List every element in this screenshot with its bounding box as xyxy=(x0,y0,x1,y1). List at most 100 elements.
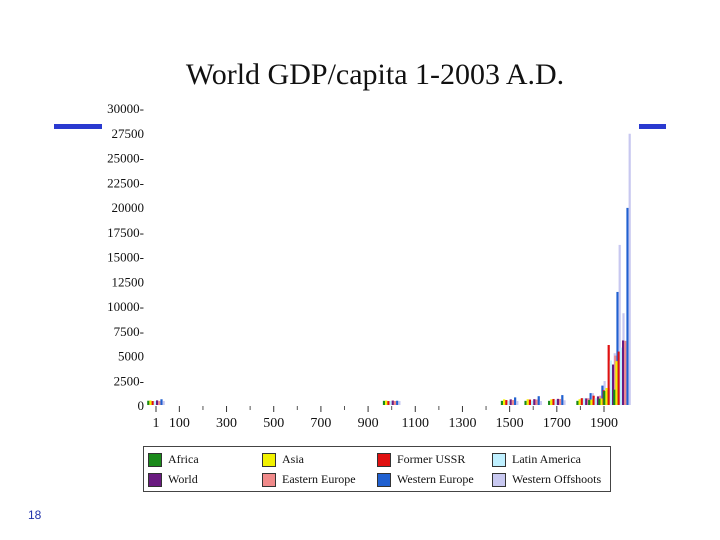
bar-world-1700 xyxy=(556,398,560,405)
bar-africa-1870 xyxy=(588,400,591,405)
legend-swatch-western-europe xyxy=(377,472,391,487)
bar-western-europe-1000 xyxy=(396,400,399,405)
bar-africa-1820 xyxy=(576,400,579,405)
decorative-bar-left xyxy=(54,124,102,129)
legend-item-africa: Africa xyxy=(148,452,199,467)
legend-label-western-offshoots: Western Offshoots xyxy=(512,472,602,486)
x-tick-label: 1900 xyxy=(590,416,618,431)
x-tick-label: 1700 xyxy=(543,416,571,431)
legend-item-asia: Asia xyxy=(262,452,304,467)
legend-swatch-africa xyxy=(148,452,162,467)
legend-item-western-europe: Western Europe xyxy=(377,472,474,487)
bar-western-europe-1500 xyxy=(514,397,517,405)
bar-former-ussr-1 xyxy=(151,401,154,405)
bar-asia-1500 xyxy=(503,399,506,405)
bar-eastern-europe-1973 xyxy=(614,355,617,405)
bar-africa-2003 xyxy=(613,389,616,405)
legend-swatch-latin-america xyxy=(492,452,506,467)
bar-latin-america-1000 xyxy=(389,401,392,405)
bar-world-1500 xyxy=(509,399,512,405)
x-tick-label: 500 xyxy=(263,416,284,431)
bar-former-ussr-1973 xyxy=(607,345,610,405)
legend-swatch-eastern-europe xyxy=(262,472,276,487)
bar-world-1 xyxy=(156,400,159,405)
bar-former-ussr-1820 xyxy=(580,398,583,405)
x-tick-label: 900 xyxy=(358,416,379,431)
decorative-bar-right xyxy=(639,124,666,129)
x-tick-label: 700 xyxy=(310,416,331,431)
bar-latin-america-1973 xyxy=(609,360,612,405)
bar-western-offshoots-1000 xyxy=(398,401,401,405)
x-tick-label: 1300 xyxy=(448,416,476,431)
bar-asia-1000 xyxy=(385,400,388,405)
y-tick-label: 2500- xyxy=(114,373,144,388)
legend-label-world: World xyxy=(168,472,198,486)
legend-swatch-world xyxy=(148,472,162,487)
bar-africa-1700 xyxy=(548,400,551,405)
legend-item-world: World xyxy=(148,472,198,487)
legend-item-eastern-europe: Eastern Europe xyxy=(262,472,356,487)
bar-western-offshoots-2003 xyxy=(628,133,631,406)
bar-former-ussr-2003 xyxy=(617,351,620,405)
bar-eastern-europe-1700 xyxy=(559,398,562,405)
bar-former-ussr-1500 xyxy=(505,400,508,405)
bar-africa-1973 xyxy=(603,391,606,405)
bar-world-2003 xyxy=(622,340,625,405)
bar-asia-2003 xyxy=(615,361,618,405)
bar-africa-1600 xyxy=(524,400,527,405)
y-tick-label: 5000 xyxy=(118,349,144,364)
bar-eastern-europe-1500 xyxy=(511,400,515,405)
bar-eastern-europe-1600 xyxy=(535,399,538,405)
y-tick-label: 27500 xyxy=(112,126,145,141)
bar-western-europe-1973 xyxy=(616,291,619,405)
bar-eastern-europe-1000 xyxy=(393,401,397,405)
bar-latin-america-1600 xyxy=(531,400,534,405)
bar-world-1820 xyxy=(585,398,588,405)
y-tick-label: 22500- xyxy=(107,175,144,190)
bar-former-ussr-1000 xyxy=(387,401,390,405)
bar-africa-1000 xyxy=(382,400,386,405)
legend-label-western-europe: Western Europe xyxy=(397,472,474,486)
bar-world-1600 xyxy=(533,399,536,405)
bar-western-europe-1870 xyxy=(601,385,604,405)
y-tick-label: 25000- xyxy=(107,151,144,166)
bar-asia-1820 xyxy=(578,399,581,405)
bar-western-offshoots-1 xyxy=(162,401,165,405)
y-tick-label: 15000- xyxy=(107,250,144,265)
bar-latin-america-1700 xyxy=(554,399,557,405)
legend-item-latin-america: Latin America xyxy=(492,452,581,467)
y-tick-label: 17500- xyxy=(107,225,144,240)
y-tick-label: 10000- xyxy=(107,299,144,314)
x-tick-label: 100 xyxy=(169,416,190,431)
x-tick-label: 1 xyxy=(153,416,160,431)
bar-asia-1 xyxy=(149,400,152,405)
y-tick-label: 12500 xyxy=(112,274,145,289)
bar-world-1973 xyxy=(612,364,615,405)
y-tick-label: 0 xyxy=(138,398,145,413)
bar-western-offshoots-1700 xyxy=(563,400,566,405)
bar-latin-america-1500 xyxy=(507,400,510,405)
y-tick-label: 20000 xyxy=(112,200,145,215)
bar-asia-1600 xyxy=(526,399,529,405)
bar-eastern-europe-2003 xyxy=(624,340,627,405)
legend-swatch-former-ussr xyxy=(377,452,391,467)
bar-western-europe-1820 xyxy=(589,393,592,405)
bar-former-ussr-1870 xyxy=(592,395,595,405)
bar-eastern-europe-1 xyxy=(158,401,161,405)
x-tick-label: 1100 xyxy=(402,416,429,431)
x-tick-label: 300 xyxy=(216,416,237,431)
legend-swatch-asia xyxy=(262,452,276,467)
bar-world-1870 xyxy=(596,396,600,405)
legend-item-former-ussr: Former USSR xyxy=(377,452,465,467)
legend-item-western-offshoots: Western Offshoots xyxy=(492,472,601,487)
bar-latin-america-2003 xyxy=(619,347,622,405)
bar-latin-america-1820 xyxy=(582,398,586,405)
legend-label-asia: Asia xyxy=(282,452,304,466)
bar-western-europe-1600 xyxy=(537,396,540,405)
legend-label-latin-america: Latin America xyxy=(512,452,581,466)
x-tick-label: 1500 xyxy=(496,416,524,431)
bar-former-ussr-1700 xyxy=(552,398,555,405)
chart-title: World GDP/capita 1-2003 A.D. xyxy=(185,58,565,91)
legend-label-eastern-europe: Eastern Europe xyxy=(282,472,356,486)
slide-number: 18 xyxy=(28,508,42,522)
